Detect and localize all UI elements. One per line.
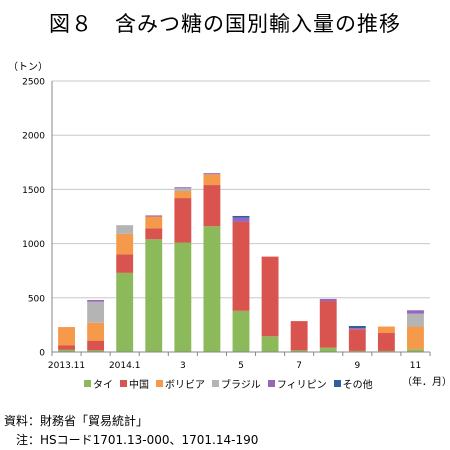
bar-segment [116,272,134,352]
source-note: 資料：財務省「貿易統計」 [4,414,149,428]
legend-swatch [120,380,127,387]
bar-segment [87,301,105,323]
bar-segment [319,301,337,348]
legend-swatch [212,380,219,387]
bar-segment [377,350,395,352]
legend-item: フィリピン [267,376,327,391]
bar-segment [290,321,308,351]
chart-legend: タイ 中国 ボリビア ブラジル フィリピン その他 [84,376,380,391]
y-tick-label: 1000 [22,240,45,250]
bar-segment [407,349,424,352]
legend-label: その他 [342,380,373,391]
bar-segment [145,215,163,217]
bar-segment [58,327,75,346]
x-tick-label: 5 [238,361,244,371]
y-tick-label: 2000 [22,132,45,142]
bar-segment [116,233,134,255]
bar-segment [87,322,105,341]
legend-item: タイ [84,376,113,391]
legend-label: フィリピン [276,380,327,391]
bar-segment [232,310,250,352]
bar-segment [348,325,366,329]
bar-segment [116,225,134,234]
y-tick-label: 1500 [22,186,45,196]
y-tick-label: 500 [28,294,45,304]
bar-segment [145,216,163,229]
bar-segment [87,299,105,302]
bar-segment [377,326,395,334]
bar-segment [232,221,250,311]
bar-segment [174,191,192,199]
page-title: 図８ 含みつ糖の国別輸入量の推移 [49,12,401,36]
bar-segment [58,349,75,352]
bar-segment [87,350,105,352]
bar-segment [174,187,192,189]
bar-segment [174,188,192,192]
bar-segment [319,347,337,352]
x-tick-label: 2014.1 [109,361,141,371]
bar-segment [377,333,395,351]
x-tick-label: 9 [354,361,360,371]
bar-segment [145,239,163,352]
y-axis-unit-label: （トン） [8,62,48,73]
bar-segment [203,173,221,175]
bar-segment [348,350,366,352]
bar-segment [407,313,424,327]
legend-item: ブラジル [212,376,261,391]
bar-segment [407,310,424,314]
bar-segment [232,215,250,218]
bar-segment [319,298,337,302]
legend-label: タイ [93,380,113,391]
bar-segment [232,217,250,222]
x-axis-unit-label: （年．月） [402,377,450,388]
legend-label: ブラジル [221,380,261,391]
legend-label: 中国 [129,380,149,391]
bar-segment [203,185,221,227]
bar-segment [145,228,163,240]
legend-swatch [333,380,341,387]
bar-segment [407,326,424,350]
hs-code-note: 注：HSコード1701.13-000、1701.14-190 [4,433,259,447]
x-tick-label: 2013.11 [48,361,85,371]
x-tick-label: 11 [410,361,421,371]
bar-segment [116,254,134,273]
bar-segment [348,329,366,351]
bar-segment [174,242,192,352]
legend-swatch [84,380,91,387]
y-tick-label: 0 [39,349,45,359]
y-tick-label: 2500 [22,78,45,88]
bar-segment [261,336,279,352]
legend-item: その他 [333,376,373,391]
x-tick-label: 7 [296,361,302,371]
bar-segment [174,198,192,243]
legend-swatch [156,380,163,387]
bar-segment [203,174,221,186]
notes-block: 資料：財務省「貿易統計」 注：HSコード1701.13-000、1701.14-… [4,412,258,450]
legend-item: 中国 [120,376,149,391]
bar-segment [203,226,221,352]
bar-segment [58,345,75,350]
bar-segment [87,340,105,351]
legend-label: ボリビア [165,380,205,391]
bar-segment [290,350,308,352]
bar-segment [348,328,366,330]
legend-item: ボリビア [156,376,205,391]
legend-swatch [267,380,275,387]
x-tick-label: 3 [180,361,186,371]
bar-segment [261,256,279,337]
